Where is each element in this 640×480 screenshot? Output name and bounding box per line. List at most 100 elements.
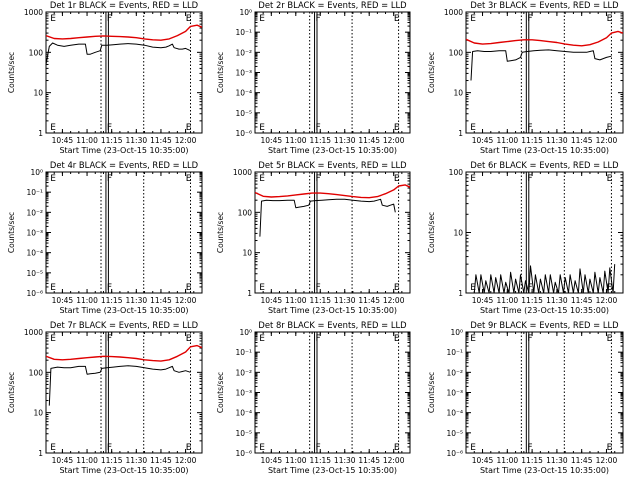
x-tick-label: 11:15 <box>101 456 123 465</box>
y-tick-label: 10⁻⁵ <box>235 429 252 438</box>
x-tick-label: 12:00 <box>383 296 405 305</box>
x-tick-label: 11:15 <box>309 456 331 465</box>
x-tick-label: 11:30 <box>126 456 148 465</box>
y-tick-label: 100 <box>29 48 44 57</box>
y-tick-label: 1 <box>458 289 463 298</box>
flag-label-bottom: E <box>607 283 613 293</box>
x-axis-label: Start Time (23-Oct-15 10:35:00) <box>59 146 188 155</box>
panel-det-4: Det 4r BLACK = Events, RED = LLD 10⁻⁶ 10⁻⁵… <box>7 160 203 315</box>
flag-label-bottom: E <box>470 443 476 453</box>
x-axis-label: Start Time (23-Oct-15 10:35:00) <box>59 466 188 475</box>
flag-label-top: F <box>107 174 112 184</box>
flag-label-top: E <box>394 334 400 344</box>
y-tick-label: 10⁻⁵ <box>446 429 463 438</box>
plot-frame <box>254 331 411 454</box>
y-tick-label: 10 <box>453 89 463 98</box>
flag-label-bottom: E <box>50 123 56 133</box>
x-tick-label: 11:15 <box>309 136 331 145</box>
flag-label-bottom: F <box>527 123 532 133</box>
y-tick-label: 1000 <box>24 328 43 337</box>
flag-label-top: E <box>394 174 400 184</box>
x-tick-label: 10:45 <box>52 456 74 465</box>
x-tick-label: 11:45 <box>571 456 593 465</box>
flag-label-bottom: F <box>107 283 112 293</box>
y-tick-label: 100 <box>449 48 464 57</box>
y-tick-label: 10⁻¹ <box>446 348 463 357</box>
flag-label-top: F <box>527 14 532 24</box>
flag-label-top: E <box>50 14 56 24</box>
x-tick-label: 11:30 <box>334 456 356 465</box>
series-line-events <box>46 42 191 65</box>
series-line-events <box>48 365 191 406</box>
panel-det-9: Det 9r BLACK = Events, RED = LLD 10⁻⁶ 10⁻⁵… <box>427 320 624 475</box>
flag-label-top: F <box>316 174 321 184</box>
flag-label-bottom: E <box>470 283 476 293</box>
panel-title: Det 3r BLACK = Events, RED = LLD <box>470 0 618 10</box>
y-tick-label: 10⁻³ <box>446 389 463 398</box>
panel-det-6: Det 6r BLACK = Events, RED = LLD 1 10 100 10… <box>427 160 624 315</box>
flag-label-top: E <box>259 334 265 344</box>
y-tick-label: 10 <box>33 409 43 418</box>
y-tick-label: 10⁻³ <box>26 229 43 238</box>
y-tick-label: 10⁰ <box>239 328 252 337</box>
y-tick-label: 10⁻¹ <box>235 348 252 357</box>
x-tick-label: 11:00 <box>285 136 307 145</box>
flag-label-top: F <box>527 334 532 344</box>
x-tick-label: 10:45 <box>261 136 283 145</box>
series-line-lld <box>46 24 202 41</box>
x-tick-label: 11:30 <box>546 456 568 465</box>
panel-title: Det 6r BLACK = Events, RED = LLD <box>470 160 618 170</box>
flag-label-top: E <box>186 174 192 184</box>
y-tick-label: 100 <box>449 168 464 177</box>
x-axis-label: Start Time (23-Oct-15 10:35:00) <box>480 466 609 475</box>
y-tick-label: 10⁻² <box>26 208 43 217</box>
flag-label-top: E <box>50 174 56 184</box>
x-tick-label: 11:00 <box>76 296 98 305</box>
x-axis-label: Start Time (23-Oct-15 10:35:00) <box>480 146 609 155</box>
y-tick-label: 10⁻¹ <box>26 188 43 197</box>
flag-label-bottom: E <box>186 123 192 133</box>
y-tick-label: 1 <box>458 129 463 138</box>
flag-label-bottom: E <box>470 123 476 133</box>
x-tick-label: 11:00 <box>76 136 98 145</box>
panel-det-8: Det 8r BLACK = Events, RED = LLD 10⁻⁶ 10⁻⁵… <box>216 320 411 475</box>
plot-frame <box>465 171 624 294</box>
x-tick-label: 11:00 <box>497 136 519 145</box>
flag-label-bottom: E <box>50 283 56 293</box>
flag-label-top: E <box>470 14 476 24</box>
y-tick-label: 10⁰ <box>239 8 252 17</box>
flag-label-bottom: F <box>316 443 321 453</box>
y-tick-label: 10⁰ <box>450 328 463 337</box>
y-axis-label: Counts/sec <box>216 52 225 93</box>
x-tick-label: 11:45 <box>150 296 172 305</box>
x-tick-label: 11:15 <box>521 136 543 145</box>
plot-frame <box>45 171 203 294</box>
flag-label-top: E <box>50 334 56 344</box>
y-tick-label: 10⁻¹ <box>235 28 252 37</box>
x-tick-label: 11:15 <box>521 296 543 305</box>
y-axis-label: Counts/sec <box>7 372 16 413</box>
y-tick-label: 10⁻⁶ <box>235 129 252 138</box>
flag-label-top: E <box>607 334 613 344</box>
x-tick-label: 10:45 <box>472 456 494 465</box>
panel-title: Det 8r BLACK = Events, RED = LLD <box>258 320 406 330</box>
y-tick-label: 10⁻² <box>235 48 252 57</box>
x-tick-label: 11:45 <box>150 136 172 145</box>
flag-label-bottom: E <box>394 283 400 293</box>
x-tick-label: 10:45 <box>52 136 74 145</box>
x-tick-label: 11:15 <box>309 296 331 305</box>
y-axis-label: Counts/sec <box>7 52 16 93</box>
x-tick-label: 11:00 <box>497 456 519 465</box>
x-tick-label: 10:45 <box>52 296 74 305</box>
y-tick-label: 1000 <box>24 8 43 17</box>
panel-title: Det 7r BLACK = Events, RED = LLD <box>50 320 198 330</box>
series-line-events <box>259 198 396 237</box>
x-tick-label: 11:45 <box>571 296 593 305</box>
panel-det-2: Det 2r BLACK = Events, RED = LLD 10⁻⁶ 10⁻⁵… <box>216 0 411 155</box>
x-tick-label: 12:00 <box>383 136 405 145</box>
flag-label-top: E <box>607 174 613 184</box>
y-tick-label: 10 <box>33 89 43 98</box>
y-tick-label: 100 <box>29 368 44 377</box>
flag-label-bottom: E <box>186 283 192 293</box>
flag-label-bottom: E <box>394 443 400 453</box>
